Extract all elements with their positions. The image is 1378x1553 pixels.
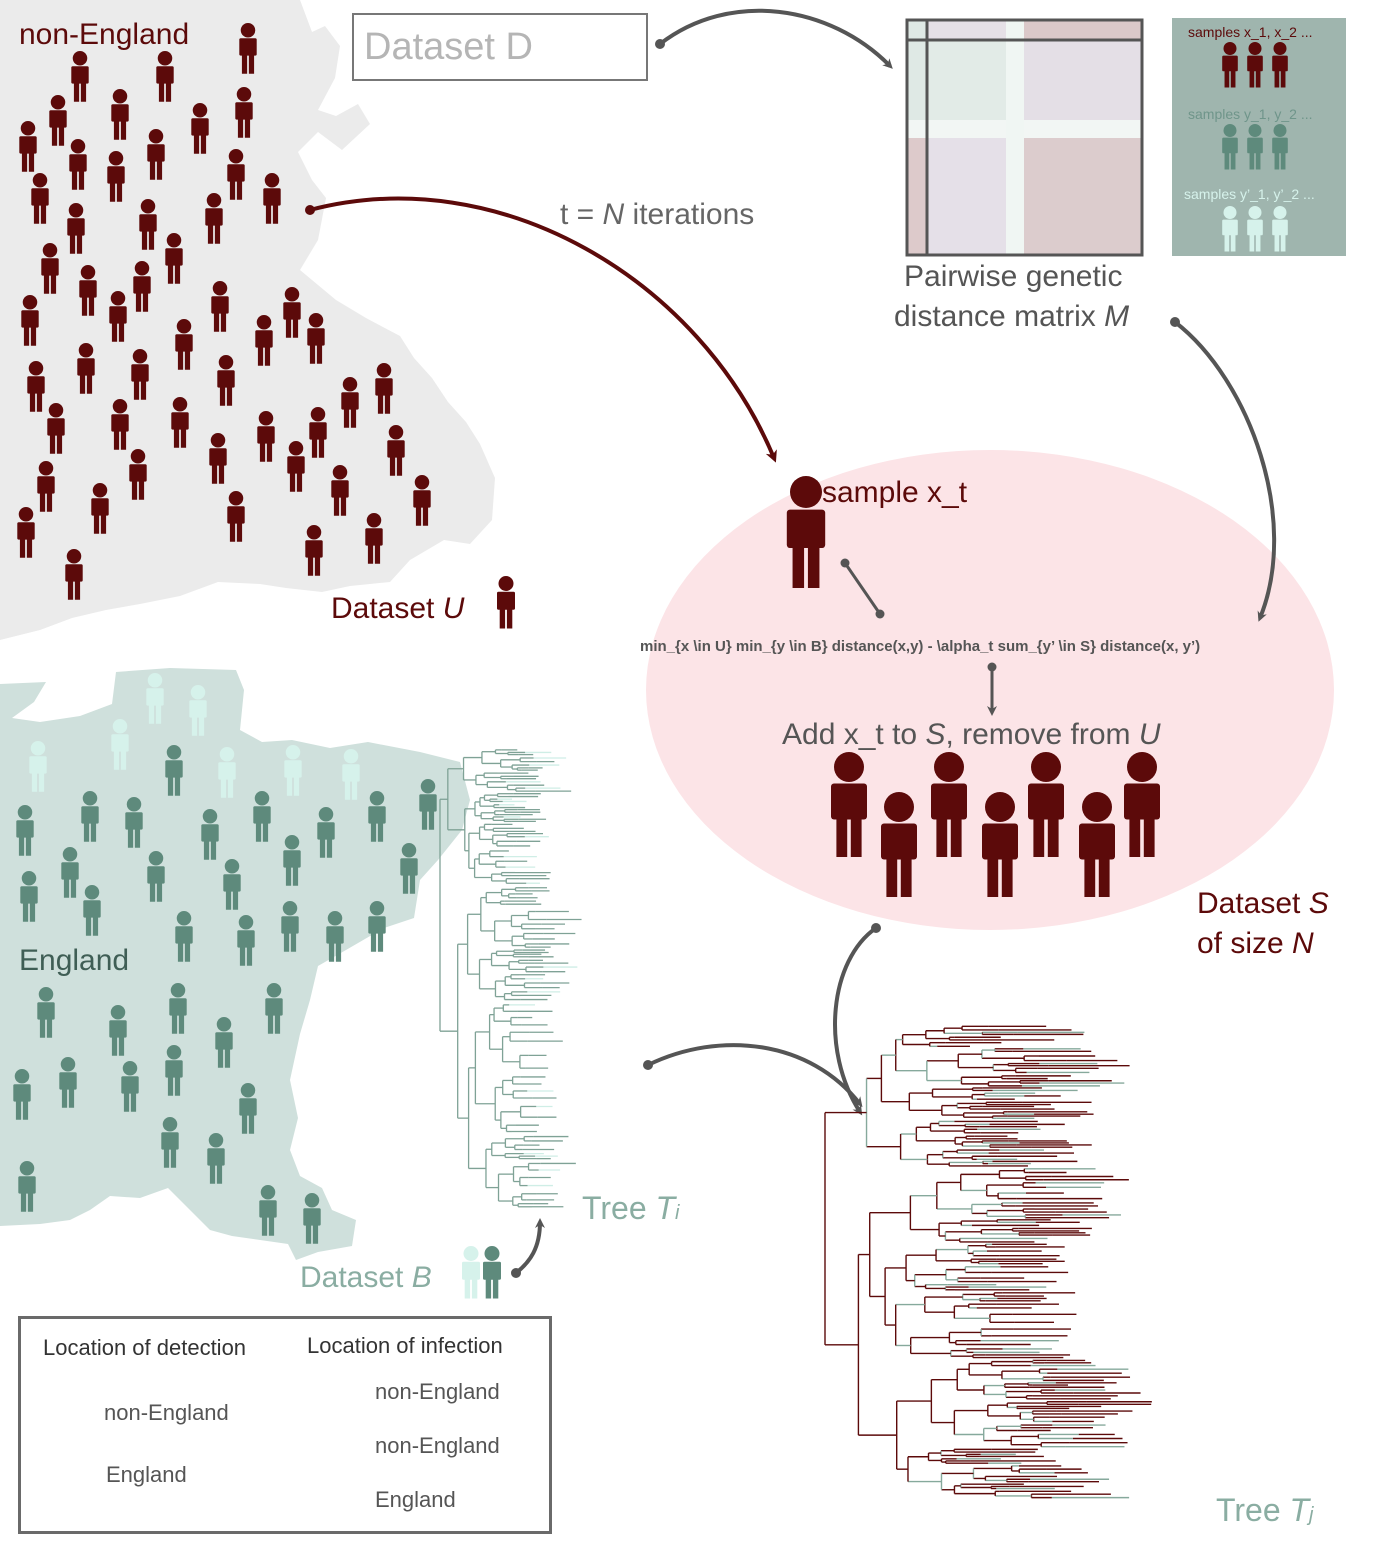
dataset-u-label: Dataset U (331, 592, 464, 626)
legend-detection-england: England (106, 1462, 187, 1487)
matrix-caption-var: M (1104, 300, 1130, 333)
tree-j-text: Tree (1216, 1492, 1290, 1528)
iterations-var: N (602, 198, 625, 231)
tree-i (439, 749, 582, 1208)
add-remove-label: Add x_t to S, remove from U (782, 718, 1161, 752)
iterations-suffix: iterations (624, 198, 755, 231)
dataset-s-text: Dataset (1197, 887, 1309, 920)
samples-y-label: samples y_1, y_2 ... (1188, 106, 1313, 122)
non-england-region-label: non-England (19, 18, 190, 51)
dataset-d-box (352, 13, 648, 81)
dataset-d-label: Dataset D (364, 26, 533, 68)
ellipse-connectors (840, 558, 997, 716)
objective-formula: min_{x \in U} min_{y \in B} distance(x,y… (640, 638, 1201, 655)
dataset-b-var: B (411, 1261, 432, 1294)
iterations-label: t = N iterations (560, 198, 754, 232)
non-england-region (0, 0, 495, 640)
samples-panel (1172, 18, 1346, 256)
arrow-u-to-ellipse (309, 196, 777, 463)
legend-infection-title: Location of infection (307, 1333, 503, 1358)
legend-box: Location of detection Location of infect… (18, 1316, 552, 1534)
legend-infection-england: England (375, 1487, 456, 1512)
legend-infection-nonengland-mint: non-England (375, 1433, 500, 1458)
flow-arrows (305, 8, 1277, 1278)
england-region-label: England (19, 944, 130, 977)
samples-yprime-label: samples y’_1, y’_2 ... (1184, 186, 1315, 202)
samples-x-label: samples x_1, x_2 ... (1188, 24, 1313, 40)
tree-i-label: Tree Ti (582, 1190, 680, 1227)
add-var-s: S (925, 718, 946, 751)
sample-xt-label: sample x_t (822, 476, 968, 509)
iterations-prefix: t = (560, 198, 603, 231)
legend-detection-title: Location of detection (43, 1335, 247, 1360)
add-var-u: U (1138, 718, 1161, 751)
dataset-s-line1: Dataset S (1197, 887, 1329, 921)
matrix-caption-line1: Pairwise genetic (904, 260, 1123, 293)
dataset-b-icons (462, 1246, 501, 1299)
legend-infection-nonengland-red: non-England (375, 1379, 500, 1404)
arrow-tree-i-to-tree-j (647, 1043, 863, 1108)
dataset-b-text: Dataset (300, 1261, 412, 1294)
tree-j-sub: j (1309, 1504, 1314, 1526)
tree-j-label: Tree Tj (1216, 1492, 1314, 1529)
tree-j-var: T (1289, 1492, 1310, 1528)
dataset-u-var: U (442, 592, 465, 625)
dataset-s-line2: of size N (1197, 927, 1314, 961)
dataset-u-text: Dataset (331, 592, 443, 625)
dataset-s-size-text: of size (1197, 927, 1293, 960)
matrix-caption-line2: distance matrix M (894, 300, 1129, 334)
distance-matrix (905, 18, 1144, 257)
dataset-s-var: S (1308, 887, 1329, 920)
dataset-s-size-var: N (1292, 927, 1314, 960)
tree-j (824, 1025, 1152, 1499)
england-region (0, 668, 470, 1260)
add-middle: , remove from (945, 718, 1139, 751)
tree-i-var: T (655, 1190, 676, 1226)
tree-i-sub: i (675, 1202, 680, 1224)
tree-i-text: Tree (582, 1190, 656, 1226)
arrow-b-to-tree-i (514, 1218, 545, 1275)
dataset-u-icon (497, 576, 515, 629)
arrow-matrix-to-ellipse (1173, 320, 1277, 622)
matrix-caption-text: distance matrix (894, 300, 1105, 333)
legend-detection-nonengland: non-England (104, 1400, 229, 1425)
add-prefix: Add x_t to (782, 718, 926, 751)
england-teal-person-icon (368, 901, 386, 952)
arrow-dataset-d-to-matrix (658, 8, 893, 69)
dataset-b-label: Dataset B (300, 1261, 432, 1295)
